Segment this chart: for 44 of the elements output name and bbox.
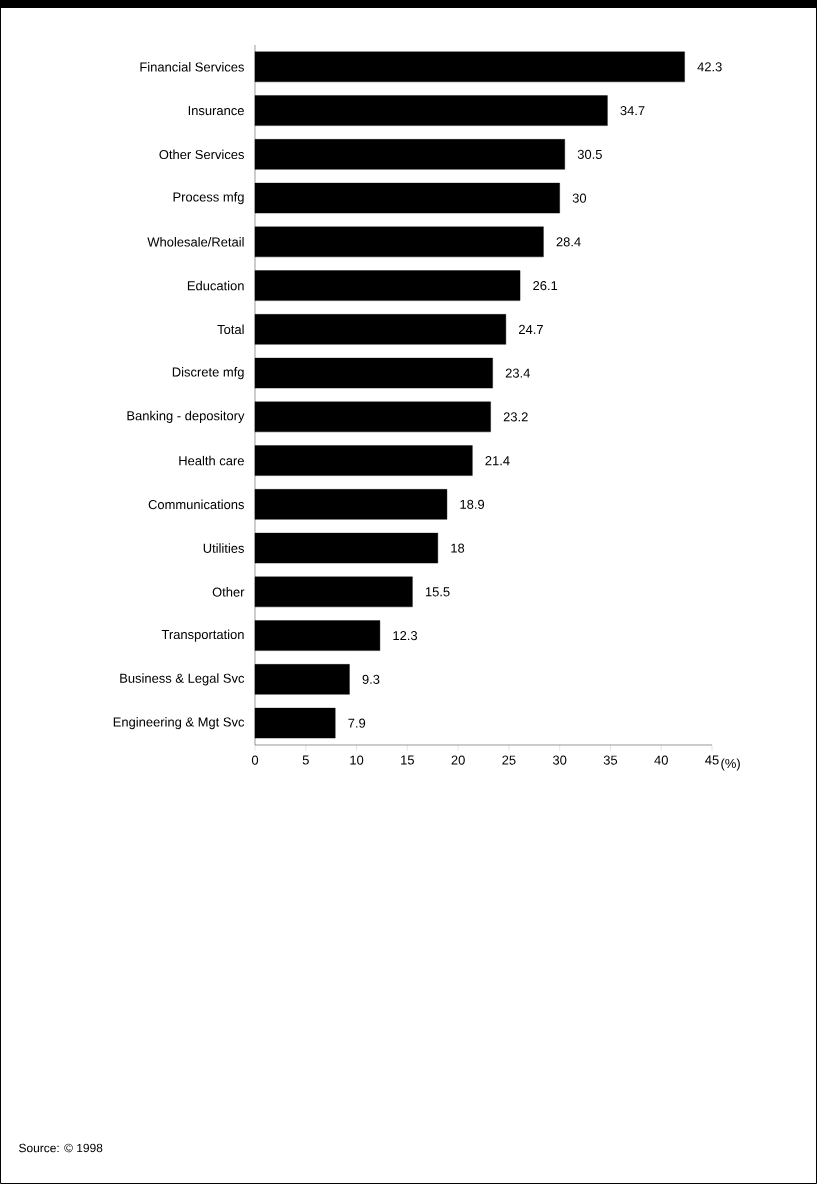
y-tick-label: Education: [187, 280, 244, 291]
data-label: 23.4: [505, 368, 530, 378]
y-tick-label: Health care: [179, 455, 244, 466]
x-tick-label: 45: [705, 755, 719, 765]
y-tick-label: Process mfg: [173, 192, 244, 205]
data-label: 42.3: [697, 62, 722, 72]
y-tick-label: Discrete mfg: [172, 367, 244, 380]
y-tick-label: Communications: [148, 499, 244, 510]
data-label: 7.9: [348, 718, 366, 728]
y-tick-label: Insurance: [188, 106, 244, 116]
y-tick-label: Engineering & Mgt Svc: [113, 717, 245, 730]
y-tick-label: Financial Services: [140, 62, 244, 72]
data-label: 34.7: [620, 106, 645, 116]
x-tick-label: 0: [251, 755, 259, 765]
x-tick-label: 35: [603, 755, 618, 765]
x-tick-label: 20: [451, 755, 465, 765]
y-tick-label: Other Services: [159, 149, 244, 160]
x-tick-label: 10: [350, 755, 364, 765]
source-note: Source: © 1998: [19, 1143, 103, 1153]
x-axis-title: (%): [721, 758, 740, 771]
data-label: 30: [572, 193, 587, 203]
data-label: 18.9: [460, 499, 485, 509]
x-tick-label: 15: [401, 755, 414, 765]
y-tick-label: Transportation: [161, 629, 244, 642]
data-label: 23.2: [503, 412, 528, 422]
data-label: 18: [451, 543, 465, 553]
x-tick-label: 40: [654, 755, 668, 765]
y-tick-label: Total: [217, 324, 244, 335]
x-tick-label: 25: [502, 755, 516, 765]
y-tick-label: Banking - depository: [127, 410, 245, 423]
data-label: 9.3: [362, 674, 380, 684]
y-tick-label: Other: [212, 587, 245, 597]
y-tick-label: Business & Legal Svc: [120, 673, 245, 686]
data-label: 15.5: [425, 587, 450, 597]
x-tick-label: 5: [302, 755, 309, 765]
data-label: 28.4: [556, 237, 581, 247]
y-tick-label: Wholesale/Retail: [147, 237, 244, 247]
data-label: 26.1: [533, 281, 558, 291]
data-label: 21.4: [485, 456, 510, 466]
data-label: 12.3: [393, 631, 418, 641]
y-tick-label: Utilities: [203, 543, 245, 553]
data-label: 30.5: [577, 149, 602, 159]
data-label: 24.7: [519, 324, 543, 334]
x-tick-label: 30: [552, 755, 567, 765]
